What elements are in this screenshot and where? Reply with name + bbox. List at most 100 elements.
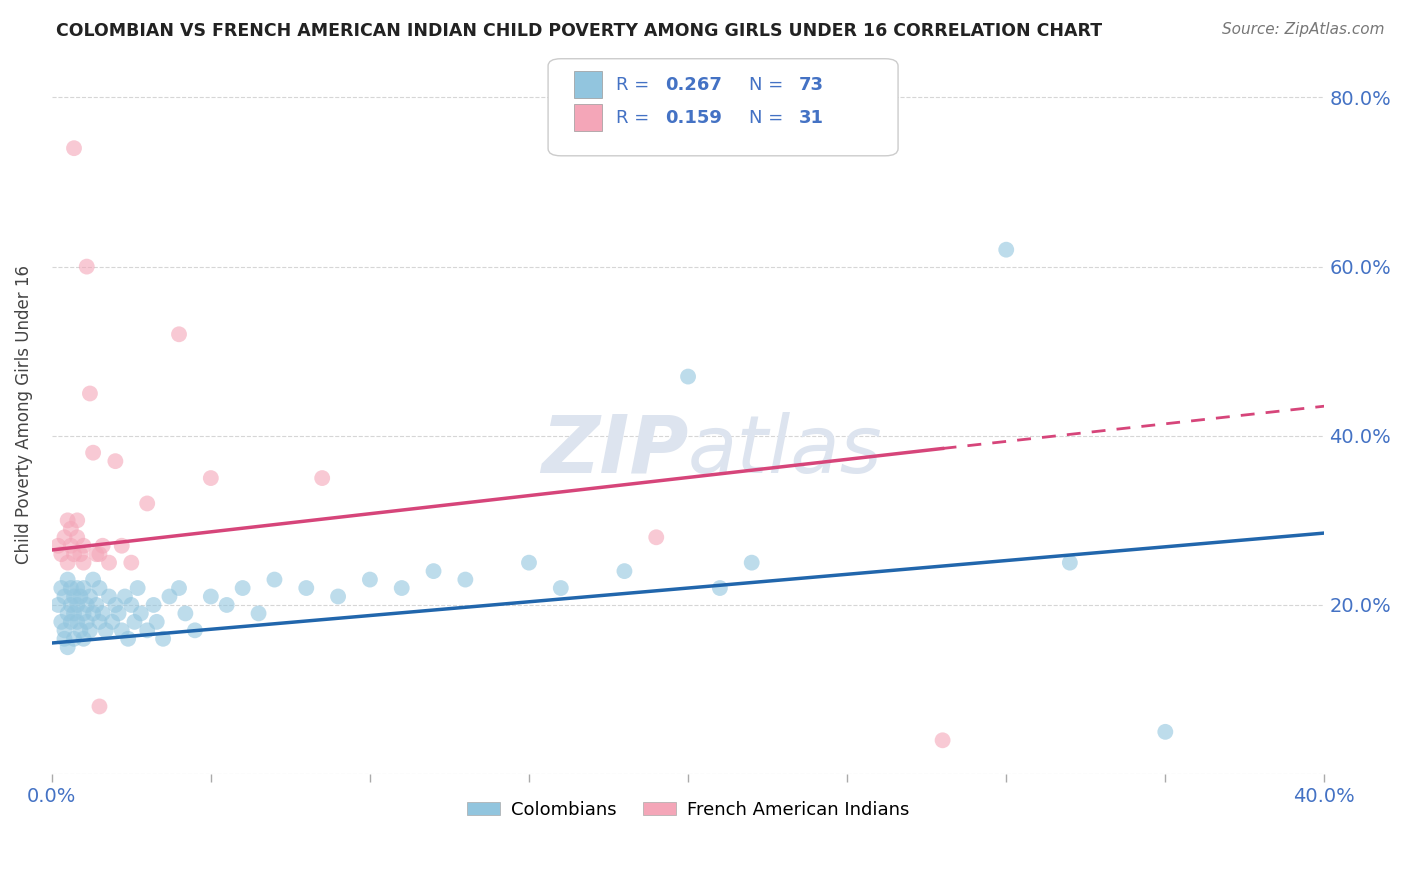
Point	[56, 556, 79, 570]
Point	[59, 615, 82, 629]
Point	[66, 530, 89, 544]
Point	[76, 598, 98, 612]
Point	[152, 632, 174, 646]
Point	[550, 581, 572, 595]
Point	[66, 513, 89, 527]
Text: 73: 73	[799, 76, 824, 94]
Point	[51, 615, 73, 629]
Point	[89, 581, 111, 595]
Point	[232, 581, 254, 595]
Point	[72, 581, 94, 595]
Point	[517, 556, 540, 570]
Point	[741, 556, 763, 570]
Point	[69, 624, 91, 638]
Point	[215, 598, 238, 612]
Point	[63, 547, 86, 561]
Point	[59, 539, 82, 553]
Point	[91, 539, 114, 553]
Text: 0.267: 0.267	[665, 76, 723, 94]
Point	[295, 581, 318, 595]
Point	[84, 598, 107, 612]
Point	[82, 607, 104, 621]
Text: 31: 31	[799, 109, 824, 127]
Point	[114, 590, 136, 604]
Text: R =: R =	[616, 76, 655, 94]
Point	[613, 564, 636, 578]
Point	[72, 607, 94, 621]
Text: ZIP: ZIP	[541, 411, 688, 490]
Point	[422, 564, 444, 578]
Point	[391, 581, 413, 595]
Point	[931, 733, 953, 747]
Point	[127, 581, 149, 595]
Point	[120, 598, 142, 612]
Point	[107, 607, 129, 621]
Point	[59, 598, 82, 612]
Legend: Colombians, French American Indians: Colombians, French American Indians	[460, 794, 917, 826]
Point	[709, 581, 731, 595]
Point	[51, 547, 73, 561]
Point	[59, 522, 82, 536]
Point	[79, 590, 101, 604]
FancyBboxPatch shape	[574, 104, 602, 131]
Point	[676, 369, 699, 384]
Point	[56, 607, 79, 621]
Point	[72, 556, 94, 570]
Point	[66, 615, 89, 629]
Point	[89, 699, 111, 714]
Point	[117, 632, 139, 646]
Point	[91, 607, 114, 621]
Point	[200, 471, 222, 485]
Point	[200, 590, 222, 604]
Point	[104, 454, 127, 468]
Text: N =: N =	[749, 109, 789, 127]
Point	[104, 598, 127, 612]
Point	[145, 615, 167, 629]
Point	[79, 624, 101, 638]
Point	[63, 141, 86, 155]
Point	[159, 590, 181, 604]
Point	[72, 539, 94, 553]
Point	[84, 547, 107, 561]
Point	[995, 243, 1018, 257]
Point	[53, 624, 76, 638]
Text: COLOMBIAN VS FRENCH AMERICAN INDIAN CHILD POVERTY AMONG GIRLS UNDER 16 CORRELATI: COLOMBIAN VS FRENCH AMERICAN INDIAN CHIL…	[56, 22, 1102, 40]
Point	[263, 573, 285, 587]
Point	[72, 632, 94, 646]
Point	[454, 573, 477, 587]
Point	[359, 573, 381, 587]
Point	[94, 624, 117, 638]
Point	[98, 556, 121, 570]
Text: Source: ZipAtlas.com: Source: ZipAtlas.com	[1222, 22, 1385, 37]
Point	[76, 260, 98, 274]
FancyBboxPatch shape	[548, 59, 898, 156]
Point	[124, 615, 146, 629]
Point	[111, 539, 134, 553]
Point	[53, 530, 76, 544]
Point	[69, 547, 91, 561]
Point	[101, 615, 124, 629]
Point	[89, 547, 111, 561]
Point	[79, 386, 101, 401]
FancyBboxPatch shape	[574, 71, 602, 98]
Point	[51, 581, 73, 595]
Point	[167, 327, 190, 342]
Point	[63, 632, 86, 646]
Point	[89, 615, 111, 629]
Point	[129, 607, 152, 621]
Point	[76, 615, 98, 629]
Point	[53, 590, 76, 604]
Point	[56, 573, 79, 587]
Text: 0.159: 0.159	[665, 109, 723, 127]
Point	[136, 496, 159, 510]
Point	[63, 607, 86, 621]
Point	[98, 590, 121, 604]
Text: atlas: atlas	[688, 411, 883, 490]
Point	[56, 513, 79, 527]
Point	[247, 607, 270, 621]
Point	[82, 573, 104, 587]
Point	[56, 640, 79, 655]
Point	[53, 632, 76, 646]
Point	[120, 556, 142, 570]
Point	[66, 581, 89, 595]
